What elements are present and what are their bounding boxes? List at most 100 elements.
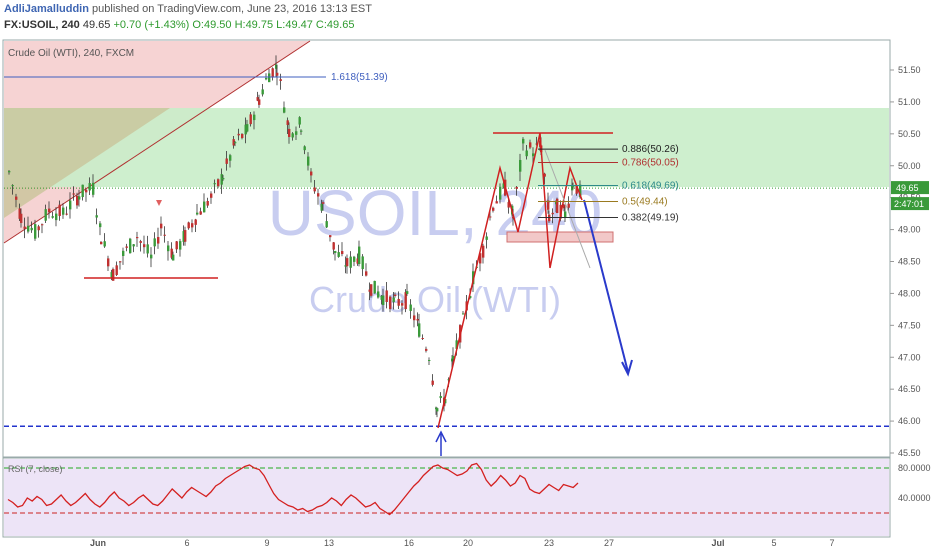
last-price-label: 49.65 [896,183,919,193]
candle-body [122,250,125,256]
x-tick-label: 16 [404,538,414,548]
rsi-tick-label: 40.0000 [898,493,931,503]
price-change: +0.70 (+1.43%) [113,19,190,31]
x-tick-label: 13 [324,538,334,548]
trend-line[interactable] [3,40,311,244]
rsi-pane-frame [2,457,891,538]
candle-body [253,114,256,121]
candle-body [547,200,550,210]
candle-body [358,246,361,264]
candle-body [325,221,328,228]
candle-body [283,107,286,113]
author-link[interactable]: AdliJamalluddin [4,3,89,15]
candle-body [34,224,37,239]
countdown-box [891,197,929,211]
candle-body [332,242,335,250]
candle-body [579,184,582,197]
candle-body [81,184,84,198]
candle-body [182,231,185,242]
candle-body [241,133,244,139]
candle-body [416,318,419,321]
candle-body [431,380,434,385]
candle-body [291,133,294,138]
down-arrow-head [621,359,633,377]
candle-body [499,186,502,200]
candle-body [107,258,110,267]
candle-body [85,189,88,193]
candle-body [125,246,128,248]
candle-body [8,171,11,173]
candle-body [112,269,115,281]
candle-body [489,216,492,218]
candle-body [322,202,325,204]
candle-body [532,153,535,157]
candle-body [361,256,364,270]
candle-body [551,212,554,215]
down-arrow-line[interactable] [583,199,629,373]
candle-body [567,203,570,208]
candle-body [119,261,122,263]
candle-body [300,130,303,132]
candle-body [462,313,465,315]
x-tick-label: 20 [463,538,473,548]
candle-body [11,185,14,187]
candle-body [191,223,194,228]
chart-title: Crude Oil (WTI), 240, FXCM [8,48,134,59]
candle-body [413,315,416,321]
candle-body [234,142,237,144]
candle-body [172,254,175,261]
candle-body [455,340,458,349]
candle-body [30,227,33,231]
candle-body [564,211,567,218]
x-tick-label: 5 [771,538,776,548]
candle-body [153,238,156,247]
candle-body [346,258,349,267]
candle-body [535,143,538,145]
candle-body [246,124,249,132]
y-tick-label: 45.50 [898,448,921,458]
candle-body [286,120,289,125]
y-tick-label: 51.00 [898,97,921,107]
candle-body [210,193,213,198]
candle-body [406,291,409,294]
last-price: 49.65 [82,19,111,31]
candle-body [394,294,397,296]
overlap-zone [4,108,170,218]
candle-body [58,204,61,216]
candle-body [115,265,118,275]
candle-body [72,193,75,195]
fib-label: 1.618(51.39) [331,72,388,83]
candle-body [194,219,197,225]
main-pane-frame [2,39,891,458]
x-tick-label: 9 [264,538,269,548]
candle-body [110,272,113,278]
candle-body [157,237,160,244]
candle-body [428,360,431,362]
candle-body [150,254,153,259]
candle-body [139,241,142,243]
candle-body [317,193,320,197]
candle-body [337,252,340,257]
candle-body [92,182,95,195]
candle-body [256,97,259,101]
candle-body [23,226,26,229]
candle-body [401,303,404,306]
candle-body [492,207,495,211]
candle-body [44,209,47,221]
candle-body [303,146,306,151]
candle-body [392,297,395,303]
candle-body [217,179,220,187]
candle-body [334,251,337,253]
candle-body [206,200,209,206]
pattern-line[interactable] [437,132,583,429]
candle-body [129,238,132,254]
y-tick-label: 49.00 [898,225,921,235]
last-price-box [891,181,929,195]
candle-body [88,183,91,191]
up-arrow-head [435,430,447,443]
pink-box[interactable] [506,231,614,243]
candle-body [575,185,578,194]
candle-body [502,183,505,188]
candle-body [349,256,352,268]
